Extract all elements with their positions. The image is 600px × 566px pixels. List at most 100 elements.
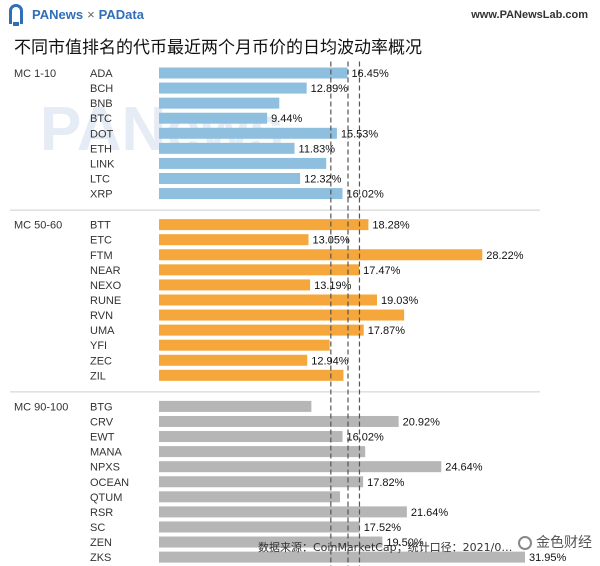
- category-label: LTC: [90, 173, 110, 185]
- value-label: 16.02%: [347, 432, 385, 444]
- header-bar: PANews × PAData www.PANewsLab.com: [0, 0, 600, 30]
- value-label: 28.22%: [486, 250, 524, 262]
- value-label: 16.45%: [351, 68, 389, 80]
- brand-names: PANews × PAData: [32, 7, 144, 22]
- value-label: 19.50%: [386, 537, 424, 549]
- jinse-logo-text: 金色财经: [536, 535, 592, 551]
- bar: [159, 309, 405, 321]
- jinse-logo: 金色财经: [518, 532, 592, 552]
- brand-padata: PAData: [98, 7, 144, 22]
- category-label: BTC: [90, 113, 112, 125]
- value-label: 31.95%: [529, 552, 567, 564]
- category-label: ETH: [90, 143, 112, 155]
- category-label: NEAR: [90, 265, 121, 277]
- bar: [159, 491, 340, 503]
- brand-panews: PANews: [32, 7, 84, 22]
- category-label: RSR: [90, 507, 113, 519]
- category-label: RUNE: [90, 295, 121, 307]
- category-label: EWT: [90, 432, 115, 444]
- bar: [159, 536, 383, 548]
- bar: [159, 339, 330, 351]
- category-label: MANA: [90, 447, 122, 459]
- value-label: 17.47%: [363, 265, 401, 277]
- category-label: ETC: [90, 235, 112, 247]
- bar: [159, 249, 483, 261]
- bar: [159, 294, 377, 306]
- bar: [159, 127, 337, 139]
- group-label: MC 90-100: [14, 401, 68, 413]
- bar: [159, 142, 295, 154]
- bar: [159, 476, 364, 488]
- jinse-logo-icon: [518, 536, 532, 550]
- category-label: CRV: [90, 416, 114, 428]
- category-label: NEXO: [90, 280, 122, 292]
- bar: [159, 67, 348, 79]
- category-label: SC: [90, 522, 105, 534]
- bar: [159, 415, 399, 427]
- value-label: 12.32%: [304, 173, 342, 185]
- bar: [159, 234, 309, 246]
- bar: [159, 188, 343, 200]
- panews-logo-icon: [9, 4, 23, 26]
- category-label: BCH: [90, 83, 113, 95]
- value-label: 12.94%: [311, 355, 349, 367]
- value-label: 16.02%: [347, 189, 385, 201]
- value-label: 12.89%: [311, 83, 349, 95]
- value-label: 17.82%: [367, 477, 405, 489]
- value-label: 24.64%: [445, 462, 483, 474]
- category-label: RVN: [90, 310, 113, 322]
- bar: [159, 112, 268, 124]
- bar: [159, 461, 442, 473]
- value-label: 15.53%: [341, 128, 379, 140]
- category-label: ADA: [90, 68, 113, 80]
- bar: [159, 279, 311, 291]
- category-label: BTT: [90, 220, 111, 232]
- category-label: BTG: [90, 401, 113, 413]
- category-label: QTUM: [90, 492, 122, 504]
- category-label: LINK: [90, 158, 115, 170]
- category-label: ZIL: [90, 370, 106, 382]
- chart-title: 不同市值排名的代币最近两个月币价的日均波动率概况: [14, 38, 422, 58]
- value-label: 20.92%: [403, 416, 441, 428]
- bar: [159, 506, 407, 518]
- category-label: OCEAN: [90, 477, 129, 489]
- bar: [159, 219, 369, 231]
- bar: [159, 82, 307, 94]
- group-label: MC 50-60: [14, 220, 62, 232]
- bar: [159, 97, 280, 109]
- bar: [159, 324, 364, 336]
- bar: [159, 431, 343, 443]
- bar: [159, 369, 344, 381]
- bar: [159, 521, 360, 533]
- category-label: DOT: [90, 128, 114, 140]
- value-label: 9.44%: [271, 113, 302, 125]
- value-label: 17.87%: [368, 325, 406, 337]
- value-label: 13.19%: [314, 280, 352, 292]
- category-label: NPXS: [90, 462, 120, 474]
- site-url: www.PANewsLab.com: [471, 9, 588, 21]
- category-label: ZEC: [90, 355, 112, 367]
- value-label: 19.03%: [381, 295, 419, 307]
- value-label: 18.28%: [372, 220, 410, 232]
- category-label: YFI: [90, 340, 107, 352]
- bar: [159, 264, 360, 276]
- data-source-note: 数据来源：CoinMarketCap；统计口径：2021/0…: [258, 541, 513, 554]
- brand-separator: ×: [87, 7, 95, 22]
- category-label: FTM: [90, 250, 113, 262]
- value-label: 11.83%: [299, 143, 336, 155]
- bar: [159, 446, 366, 458]
- category-label: XRP: [90, 189, 113, 201]
- bar: [159, 354, 308, 366]
- bar: [159, 172, 301, 184]
- value-label: 17.52%: [364, 522, 402, 534]
- value-label: 13.05%: [312, 235, 350, 247]
- bar: [159, 157, 327, 169]
- category-label: BNB: [90, 98, 113, 110]
- bar: [159, 400, 312, 412]
- value-label: 21.64%: [411, 507, 449, 519]
- group-label: MC 1-10: [14, 68, 56, 80]
- bar: [159, 551, 525, 563]
- category-label: ZKS: [90, 552, 111, 564]
- category-label: UMA: [90, 325, 115, 337]
